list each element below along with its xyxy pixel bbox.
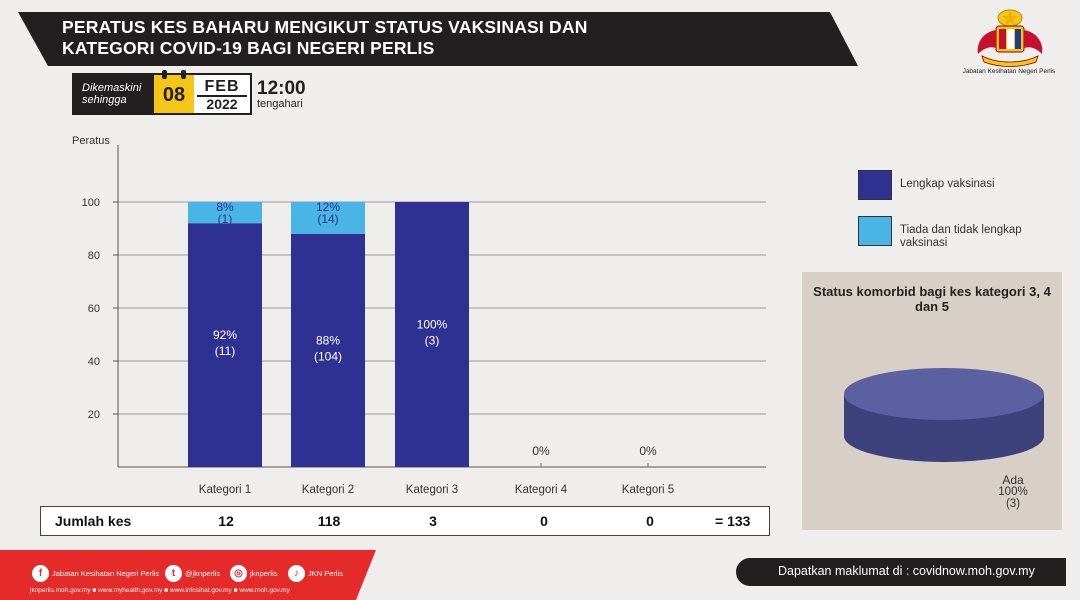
- legend-item-complete: Lengkap vaksinasi: [858, 170, 1058, 216]
- update-time-suffix: tengahari: [257, 98, 303, 110]
- day-calendar: 08: [154, 70, 194, 113]
- pie-slice-count: (3): [1005, 498, 1021, 510]
- day-text: 08: [162, 84, 186, 106]
- chart-legend: Lengkap vaksinasi Tiada dan tidak lengka…: [858, 170, 1058, 262]
- data-label: 100%: [417, 318, 448, 332]
- instagram-icon: ◎: [230, 565, 247, 582]
- data-label-zero: 0%: [532, 444, 550, 458]
- page-title: PERATUS KES BAHARU MENGIKUT STATUS VAKSI…: [62, 17, 842, 59]
- update-date-box: Dikemaskini sehingga 08 FEB 2022: [72, 70, 252, 115]
- legend-label-complete: Lengkap vaksinasi: [900, 178, 995, 190]
- year-text: 2022: [197, 95, 247, 112]
- y-tick-label: 80: [88, 250, 100, 262]
- comorbid-panel: Status komorbid bagi kes kategori 3, 4 d…: [802, 272, 1062, 530]
- stacked-bar-chart: 20 40 60 80 100 Peratus 92% (11) 8%(1) Kategori 1…: [72, 135, 766, 496]
- update-time: 12:00: [257, 78, 306, 99]
- bar-segment: [291, 233, 365, 467]
- data-label: 8%: [216, 200, 234, 214]
- header-banner: [18, 12, 858, 66]
- total-kategori-4: 0: [540, 513, 548, 529]
- total-kategori-5: 0: [646, 513, 654, 529]
- x-tick-label: Kategori 2: [302, 484, 354, 496]
- data-label: 12%: [316, 200, 340, 214]
- social-twitter-text: @jknperlis: [185, 569, 221, 578]
- totals-sum: = 133: [715, 513, 751, 529]
- coat-of-arms-logo: [977, 9, 1043, 67]
- pie-slice-label: Ada 100% (3): [990, 474, 1036, 510]
- data-label: 88%: [316, 333, 340, 347]
- x-tick-label: Kategori 5: [622, 484, 674, 496]
- logo-caption: Jabatan Kesihatan Negeri Perlis: [962, 68, 1056, 75]
- totals-label: Jumlah kes: [55, 513, 132, 529]
- x-tick-label: Kategori 3: [406, 484, 458, 496]
- y-tick-label: 40: [88, 356, 100, 368]
- comorbid-title: Status komorbid bagi kes kategori 3, 4 d…: [813, 284, 1051, 314]
- y-tick-label: 100: [82, 197, 100, 209]
- month-text: FEB: [204, 78, 240, 95]
- x-tick-label: Kategori 1: [199, 484, 251, 496]
- data-label-count: (3): [425, 334, 440, 348]
- data-label-zero: 0%: [639, 444, 657, 458]
- pie-slice-name: Ada: [1002, 473, 1024, 487]
- update-label-line-1: Dikemaskini: [82, 82, 142, 94]
- bar-segment: [188, 223, 262, 467]
- legend-swatch-incomplete: [858, 216, 892, 246]
- month-calendar: FEB 2022: [194, 75, 250, 113]
- legend-item-incomplete: Tiada dan tidak lengkap vaksinasi: [858, 216, 1058, 262]
- footer-links[interactable]: jknperlis.moh.gov.my ■ www.myhealth.gov.…: [30, 587, 290, 594]
- legend-swatch-complete: [858, 170, 892, 200]
- title-line-1: PERATUS KES BAHARU MENGIKUT STATUS VAKSI…: [62, 17, 588, 37]
- x-tick-label: Kategori 4: [515, 484, 568, 496]
- pie-slice-top: [844, 368, 1044, 420]
- data-label-count: (11): [215, 344, 235, 358]
- facebook-icon: f: [32, 565, 49, 582]
- data-label-count: (1): [218, 212, 233, 226]
- calendar-ring-icon: [162, 70, 167, 79]
- data-label-count: (14): [317, 212, 338, 226]
- y-tick-label: 20: [88, 409, 100, 421]
- calendar-ring-icon: [181, 70, 186, 79]
- bar-segment: [395, 202, 469, 467]
- twitter-icon: t: [165, 565, 182, 582]
- pie-slice-percent: 100%: [998, 486, 1028, 498]
- totals-row: Jumlah kes 12 118 3 0 0 = 133: [40, 506, 770, 536]
- title-line-2: KATEGORI COVID-19 BAGI NEGERI PERLIS: [62, 38, 435, 58]
- data-label-count: (104): [314, 349, 342, 363]
- update-label-line-2: sehingga: [82, 94, 127, 106]
- bar-segment: [291, 202, 365, 234]
- total-kategori-3: 3: [429, 513, 437, 529]
- tiktok-icon: ♪: [288, 565, 305, 582]
- update-label: Dikemaskini sehingga: [74, 75, 154, 113]
- social-instagram-text: jknperlis: [250, 569, 278, 578]
- footer-social-bar: [0, 550, 376, 600]
- bar-segment: [188, 202, 262, 224]
- total-kategori-2: 118: [317, 513, 341, 529]
- total-kategori-1: 12: [218, 513, 234, 529]
- footer-info-text[interactable]: Dapatkan maklumat di : covidnow.moh.gov.…: [778, 564, 1035, 578]
- comorbid-pie-chart: [844, 368, 1044, 462]
- legend-label-incomplete: Tiada dan tidak lengkap vaksinasi: [900, 224, 1022, 249]
- social-facebook-text: Jabatan Kesihatan Negeri Perlis: [52, 569, 160, 578]
- footer-info-bar: [736, 558, 1066, 586]
- y-axis-title: Peratus: [72, 135, 110, 147]
- y-tick-label: 60: [88, 303, 100, 315]
- social-tiktok-text: JKN Perlis: [308, 569, 344, 578]
- data-label: 92%: [213, 328, 237, 342]
